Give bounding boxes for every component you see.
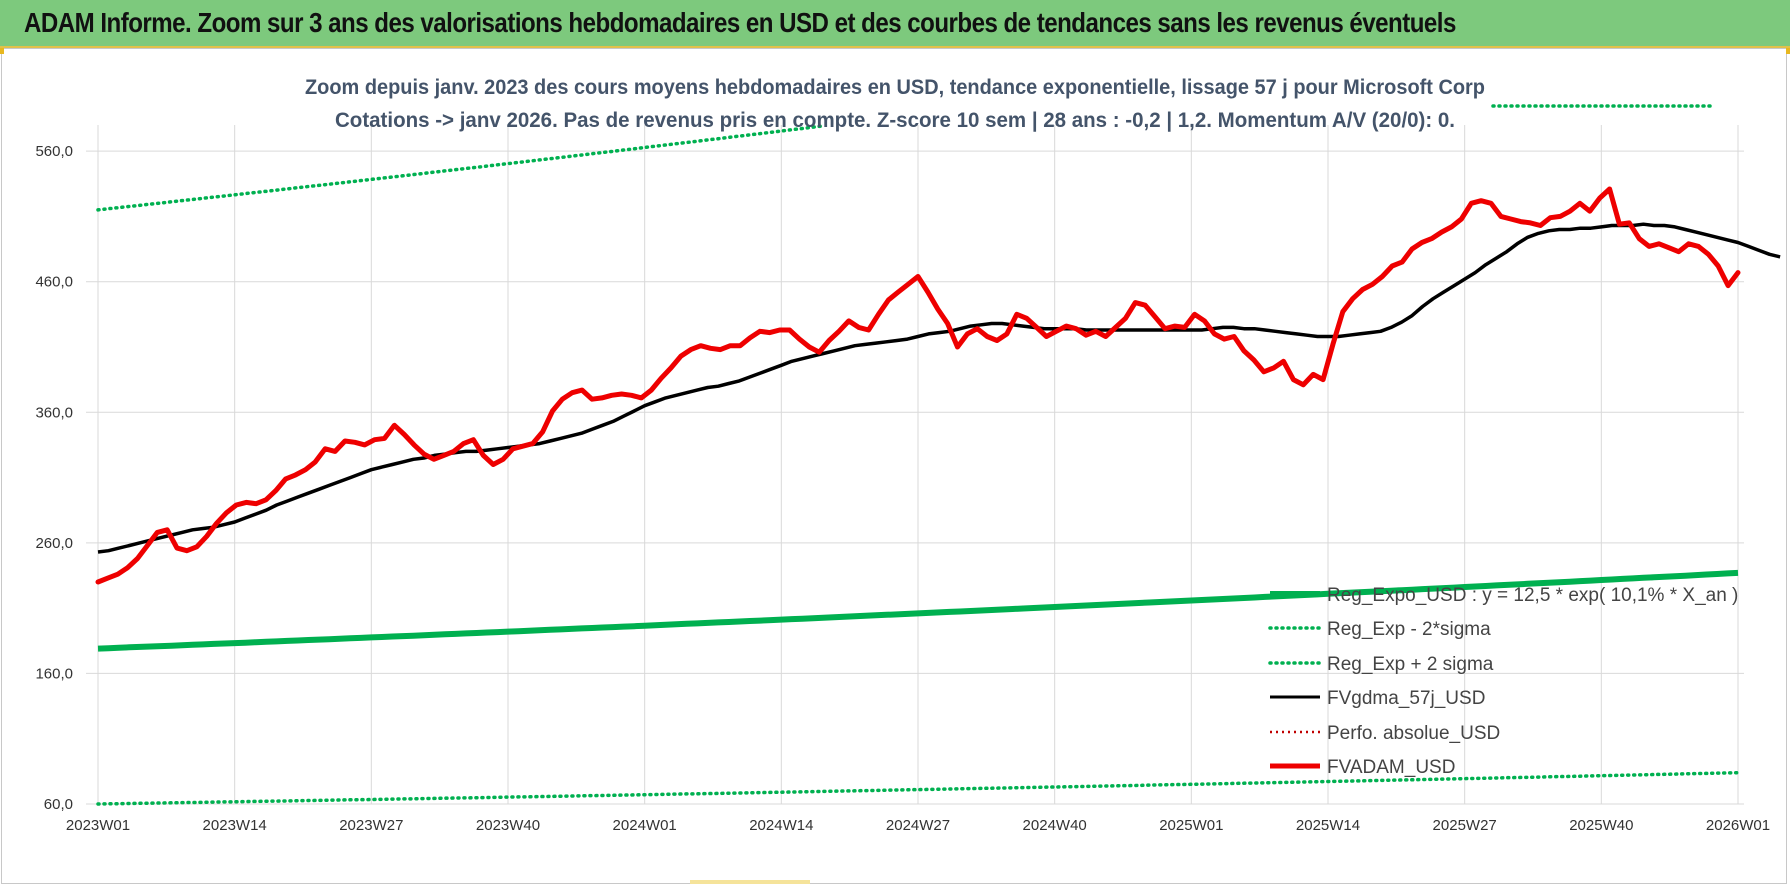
legend-label: Perfo. absolue_USD [1327,723,1500,744]
x-tick-label: 2023W40 [476,817,540,834]
x-tick-label: 2024W40 [1023,817,1087,834]
gridlines [86,125,1744,805]
corner-marker-left [0,48,4,54]
x-tick-label: 2023W27 [339,817,403,834]
corner-marker-right [1786,48,1790,54]
fvgdma-line [97,222,1781,554]
report-title: ADAM Informe. Zoom sur 3 ans des valoris… [24,7,1456,38]
chart-frame [1,48,1787,884]
legend-label: Reg_Exp + 2 sigma [1327,654,1494,675]
x-tick-label: 2026W01 [1706,817,1770,834]
x-tick-label: 2025W14 [1296,817,1360,834]
y-tick-label: 160,0 [35,665,73,682]
y-tick-label: 560,0 [35,143,73,160]
report-header: ADAM Informe. Zoom sur 3 ans des valoris… [0,0,1790,48]
legend: Reg_Expo_USD : y = 12,5 * exp( 10,1% * X… [1268,585,1738,778]
trend-exp-line [97,569,1739,652]
x-tick-label: 2025W27 [1433,817,1497,834]
y-axis-ticks: 560,0 460,0 360,0 260,0 160,0 60,0 [35,143,73,813]
x-tick-label: 2025W01 [1159,817,1223,834]
x-tick-label: 2025W40 [1569,817,1633,834]
legend-label: Reg_Exp - 2*sigma [1327,619,1491,640]
chart-title-line-1: Zoom depuis janv. 2023 des cours moyens … [305,76,1485,99]
bottom-marker [690,880,810,884]
x-tick-label: 2023W01 [66,817,130,834]
series-lines [95,104,1781,806]
x-axis-ticks: 2023W01 2023W14 2023W27 2023W40 2024W01 2024W… [66,817,1770,834]
trend-minus-2sigma-line [96,770,1740,806]
legend-label: FVADAM_USD [1327,757,1455,778]
fvadam-line [95,186,1741,585]
x-tick-label: 2024W27 [886,817,950,834]
x-tick-label: 2024W14 [749,817,813,834]
y-tick-label: 260,0 [35,535,73,552]
legend-label: FVgdma_57j_USD [1327,688,1485,709]
legend-label: Reg_Expo_USD : y = 12,5 * exp( 10,1% * X… [1327,585,1738,606]
y-tick-label: 460,0 [35,274,73,291]
chart-title-line-2: Cotations -> janv 2026. Pas de revenus p… [335,109,1455,132]
x-tick-label: 2024W01 [613,817,677,834]
y-tick-label: 60,0 [44,796,73,813]
y-tick-label: 360,0 [35,404,73,421]
x-tick-label: 2023W14 [203,817,267,834]
trend-plus-2sigma-line [96,124,826,212]
